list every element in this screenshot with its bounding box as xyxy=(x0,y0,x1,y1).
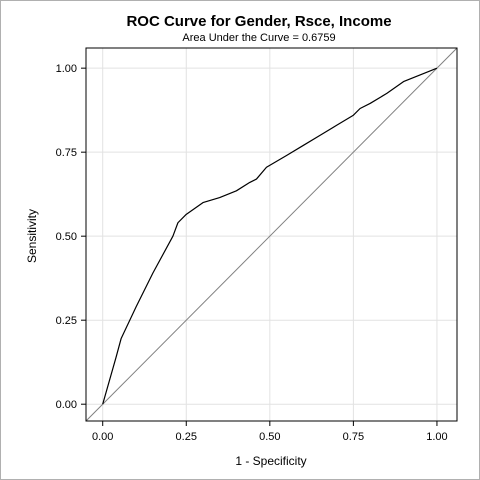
plot-area-border xyxy=(85,47,458,422)
x-tick-label: 0.00 xyxy=(92,431,113,443)
chart-subtitle: Area Under the Curve = 0.6759 xyxy=(182,32,335,44)
y-axis-label: Sensitivity xyxy=(25,209,39,263)
x-tick-label: 0.25 xyxy=(176,431,197,443)
y-tick-label: 0.75 xyxy=(56,147,77,159)
roc-curve-group xyxy=(102,67,438,405)
y-axis-ticks: 0.00 0.25 0.50 0.75 1.00 xyxy=(56,63,86,411)
x-axis-ticks: 0.00 0.25 0.50 0.75 1.00 xyxy=(92,421,448,443)
x-axis-label: 1 - Specificity xyxy=(235,454,306,468)
reference-diagonal-line xyxy=(85,47,458,422)
x-tick-label: 1.00 xyxy=(426,431,447,443)
y-tick-label: 0.00 xyxy=(56,399,77,411)
gridlines xyxy=(86,48,457,421)
x-tick-label: 0.50 xyxy=(259,431,280,443)
y-tick-label: 1.00 xyxy=(56,63,77,75)
chart-title: ROC Curve for Gender, Rsce, Income xyxy=(126,13,391,30)
y-tick-label: 0.25 xyxy=(56,315,77,327)
x-tick-label: 0.75 xyxy=(343,431,364,443)
roc-curve-line xyxy=(102,67,438,405)
y-tick-label: 0.50 xyxy=(56,231,77,243)
reference-line-group xyxy=(85,47,458,422)
